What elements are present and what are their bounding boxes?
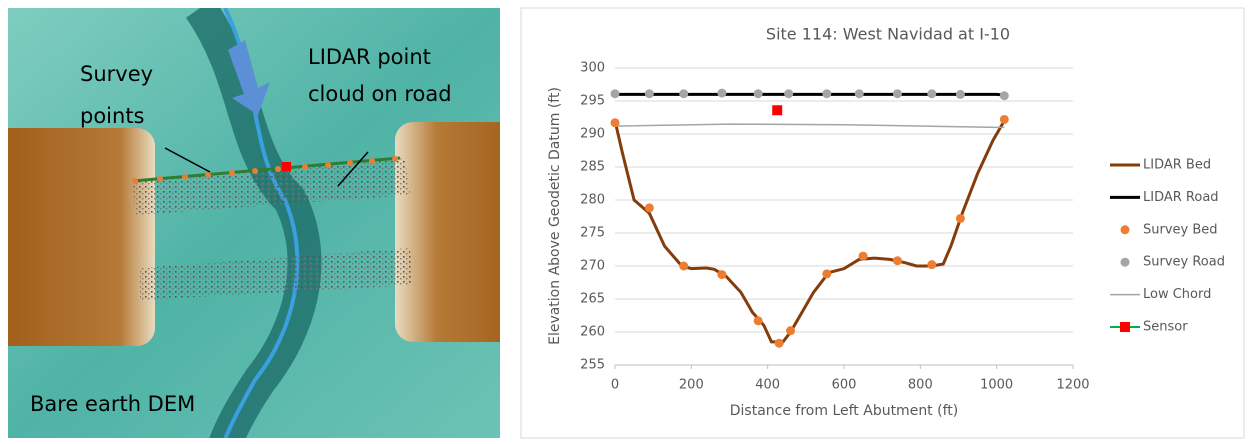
point <box>893 89 902 98</box>
chart-title: Site 114: West Navidad at I-10 <box>766 25 1010 44</box>
legend-label: LIDAR Road <box>1143 190 1219 205</box>
legend-swatch <box>1121 225 1130 234</box>
y-axis-label: Elevation Above Geodetic Datum (ft) <box>547 87 563 345</box>
point <box>1000 91 1009 100</box>
sensor-point <box>772 105 782 115</box>
chart: Site 114: West Navidad at I-10 Distance … <box>521 8 1244 438</box>
point <box>855 89 864 98</box>
x-tick-label: 1200 <box>1056 378 1089 393</box>
y-tick-label: 290 <box>580 127 605 142</box>
y-tick-label: 280 <box>580 193 605 208</box>
point <box>893 256 902 265</box>
point <box>679 89 688 98</box>
point <box>822 89 831 98</box>
y-tick-label: 295 <box>580 94 605 109</box>
point <box>611 118 620 127</box>
x-tick-label: 400 <box>755 378 780 393</box>
legend-label: Survey Bed <box>1143 222 1218 237</box>
point <box>645 203 654 212</box>
x-axis-label: Distance from Left Abutment (ft) <box>730 403 958 419</box>
y-tick-label: 285 <box>580 160 605 175</box>
y-tick-label: 300 <box>580 61 605 76</box>
point <box>717 89 726 98</box>
sensor <box>282 162 291 171</box>
map-label: cloud on road <box>308 82 452 106</box>
legend-label: LIDAR Bed <box>1143 158 1211 173</box>
point <box>956 90 965 99</box>
point <box>927 260 936 269</box>
embankment <box>395 122 535 342</box>
point <box>956 214 965 223</box>
map-label: LIDAR point <box>308 45 431 69</box>
point <box>822 269 831 278</box>
y-tick-label: 260 <box>580 325 605 340</box>
x-tick-label: 800 <box>908 378 933 393</box>
x-tick-label: 200 <box>679 378 704 393</box>
series-line <box>615 94 1004 95</box>
map-label: Survey <box>80 62 153 86</box>
x-tick-label: 0 <box>611 378 619 393</box>
point <box>859 252 868 261</box>
point <box>1000 115 1009 124</box>
point <box>775 339 784 348</box>
map-label: Bare earth DEM <box>30 392 195 416</box>
y-tick-label: 265 <box>580 292 605 307</box>
legend-label: Sensor <box>1143 320 1188 335</box>
y-tick-label: 255 <box>580 358 605 373</box>
point <box>784 89 793 98</box>
x-tick-label: 1000 <box>980 378 1013 393</box>
point <box>645 89 654 98</box>
embankment <box>0 128 155 346</box>
figure: Survey points LIDAR point cloud on road … <box>0 0 1250 440</box>
legend-swatch <box>1121 258 1130 267</box>
page: Survey points LIDAR point cloud on road … <box>0 0 1250 440</box>
point <box>927 89 936 98</box>
legend-label: Survey Road <box>1143 255 1225 270</box>
legend-swatch <box>1120 322 1130 332</box>
y-tick-label: 270 <box>580 259 605 274</box>
map-label: points <box>80 104 145 128</box>
y-tick-label: 275 <box>580 226 605 241</box>
point <box>786 326 795 335</box>
x-tick-label: 600 <box>832 378 857 393</box>
point <box>679 262 688 271</box>
point <box>611 89 620 98</box>
chart-frame <box>521 8 1244 438</box>
point <box>717 270 726 279</box>
point <box>754 89 763 98</box>
point <box>754 316 763 325</box>
legend-label: Low Chord <box>1143 287 1211 302</box>
